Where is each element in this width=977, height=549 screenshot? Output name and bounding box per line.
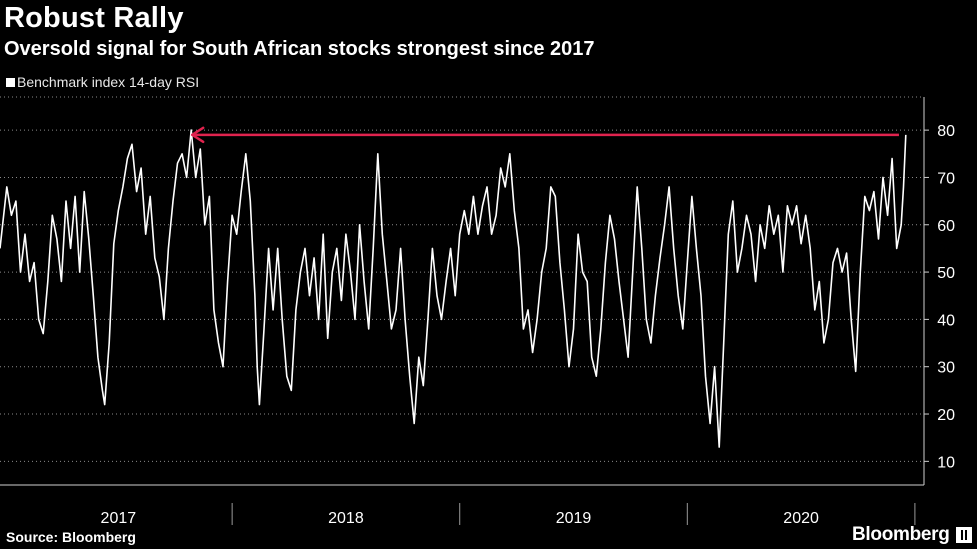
chart-subtitle: Oversold signal for South African stocks…	[4, 38, 595, 60]
chart-title: Robust Rally	[4, 2, 184, 34]
source-note: Source: Bloomberg	[6, 529, 136, 545]
series	[0, 129, 907, 448]
x-tick-label: 2017	[101, 510, 137, 527]
y-tick-label: 70	[937, 170, 955, 187]
y-tick-label: 80	[937, 123, 955, 140]
annotations	[190, 126, 899, 144]
legend-swatch	[6, 77, 15, 87]
bloomberg-logo: Bloomberg	[852, 524, 972, 546]
arrow-head-icon	[190, 126, 205, 144]
legend: Benchmark index 14-day RSI	[6, 74, 199, 90]
x-tick-label: 2020	[783, 510, 819, 527]
x-tick-label: 2018	[328, 510, 364, 527]
brand-label: Bloomberg	[852, 524, 950, 545]
y-tick-label: 20	[937, 407, 955, 424]
y-tick-label: 30	[937, 360, 955, 377]
legend-label: Benchmark index 14-day RSI	[17, 74, 200, 90]
rsi-series-line	[0, 129, 907, 448]
axes: 10 20 30 40 50 60 70 80 2017 2018 2019 2020	[0, 97, 955, 527]
bloomberg-terminal-icon	[955, 527, 972, 543]
y-tick-label: 60	[937, 218, 955, 235]
y-tick-label: 40	[937, 312, 955, 329]
x-tick-label: 2019	[556, 510, 592, 527]
gridlines	[0, 96, 924, 462]
y-tick-label: 10	[937, 454, 955, 471]
y-tick-label: 50	[937, 265, 955, 282]
